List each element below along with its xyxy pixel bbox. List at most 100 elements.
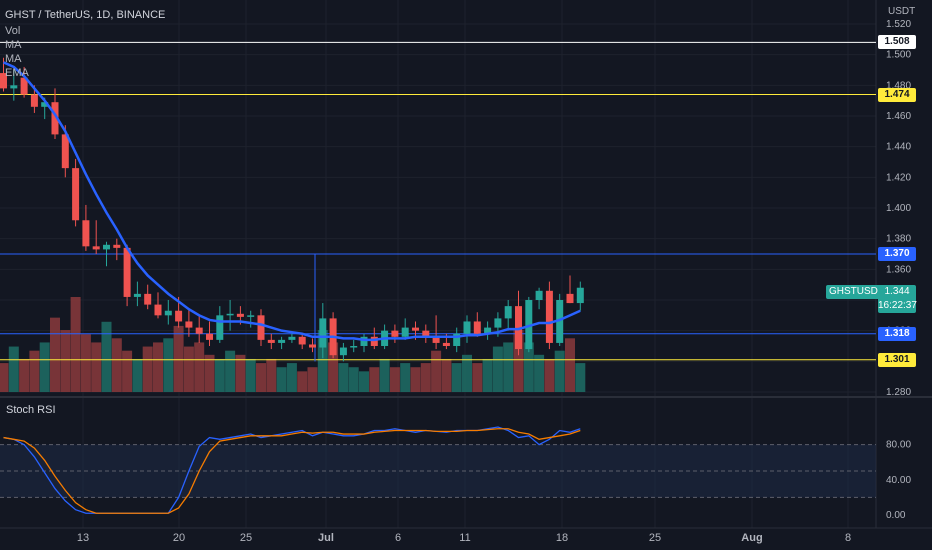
volume-bar [194,342,205,392]
bar-countdown: 16:22:37 [878,300,917,311]
time-tick-label: 20 [173,532,185,544]
volume-bar [410,367,421,392]
volume-bar [359,371,369,392]
candle-body [257,315,265,340]
volume-bar [122,350,133,392]
stoch-rsi-title[interactable]: Stoch RSI [6,404,56,416]
current-price: 1.344 [884,286,910,297]
candle-body [164,310,172,316]
legend-volume[interactable]: Vol [5,25,21,37]
candle-body [339,347,347,356]
time-tick-label: 11 [459,532,470,544]
candle-body [535,290,543,300]
price-tick-label: 1.460 [886,111,911,122]
volume-bar [389,367,400,392]
volume-bar [0,363,9,392]
time-tick-label: 8 [845,532,851,544]
volume-bar [554,350,565,392]
volume-bar [256,363,266,392]
candle-body [370,336,378,346]
candle-body [51,102,59,135]
volume-bar [183,346,194,392]
volume-bar [462,354,472,392]
volume-bar [91,342,102,392]
volume-bar [101,321,112,392]
time-tick-label: 18 [556,532,568,544]
price-tick-label: 1.500 [886,50,911,61]
volume-bar [420,363,431,392]
volume-bar [492,346,503,392]
volume-bar [503,342,514,392]
level-price-tag: 1.508 [878,35,916,50]
candle-body [432,336,440,343]
candle-body [473,321,481,334]
candle-body [566,293,574,304]
volume-bar [214,358,225,392]
time-tick-label: 25 [649,532,661,544]
volume-bar [142,346,153,392]
legend-ma-2[interactable]: MA [5,53,22,65]
candle-body [453,333,461,346]
candle-body [175,310,183,322]
time-tick-label: 6 [395,532,401,544]
candle-body [267,339,275,343]
candle-body [144,293,152,305]
candle-body [216,315,224,340]
legend-ema[interactable]: EMA [5,67,29,79]
candle-body [525,300,533,350]
candle-body [442,342,450,346]
candle-body [72,168,80,221]
rsi-tick-label: 40.00 [886,475,911,486]
price-tick-label: 1.280 [886,387,911,398]
candle-body [185,321,193,328]
volume-bar [163,338,174,392]
candle-body [401,327,409,337]
legend-ma-1[interactable]: MA [5,39,22,51]
volume-bar [348,367,359,392]
candle-body [504,306,512,319]
symbol-title[interactable]: GHST / TetherUS, 1D, BINANCE [5,9,166,21]
volume-bar [297,371,308,392]
price-tick-label: 1.440 [886,142,911,153]
price-tick-label: 1.480 [886,80,911,91]
candle-body [360,336,368,346]
level-price-tag: 1.474 [878,87,916,102]
candle-body [484,327,492,334]
volume-bar [317,330,328,392]
volume-bar [307,367,318,392]
price-tick-label: 1.520 [886,19,911,30]
volume-bar [328,342,339,392]
volume-bar [60,330,71,392]
candle-body [0,73,7,89]
time-tick-label: 25 [240,532,252,544]
volume-bar [50,317,60,392]
volume-bar [338,363,349,392]
volume-bar [482,358,493,392]
volume-bar [379,358,390,392]
candle-body [92,246,100,250]
candle-body [206,333,213,340]
candle-body [350,346,358,348]
candle-body [10,85,18,89]
volume-bar [153,342,163,392]
volume-bar [173,325,184,392]
candle-body [298,336,306,345]
candle-body [195,327,203,334]
volume-bar [400,363,411,392]
volume-bar [132,358,143,392]
volume-bar [29,350,40,392]
volume-bar [235,354,246,392]
volume-bar [575,363,586,392]
level-price-tag: 1.301 [878,352,916,367]
price-tick-label: 1.360 [886,264,911,275]
time-tick-label: 13 [77,532,89,544]
volume-bar [225,350,236,392]
volume-bar [441,358,452,392]
candle-body [494,318,502,328]
candle-body [123,247,131,297]
current-price-tag: 1.344 16:22:37 [878,285,917,313]
candle-body [515,306,522,350]
volume-bar [70,297,81,392]
candle-body [422,330,430,337]
